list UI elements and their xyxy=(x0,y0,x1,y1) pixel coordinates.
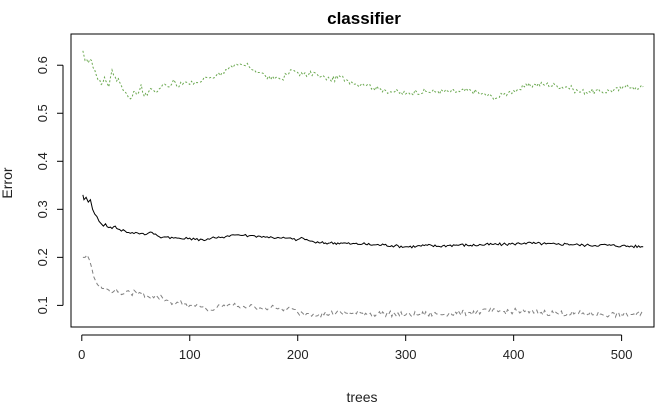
y-axis-label: Error xyxy=(0,167,15,198)
axes: 0 100 200 300 400 500 0.1 0.2 0.3 0.4 0.5 0.6 xyxy=(35,56,632,362)
x-tick-label: 100 xyxy=(179,347,201,362)
y-tick-label: 0.2 xyxy=(35,248,50,266)
series-group xyxy=(82,50,644,319)
y-tick-label: 0.6 xyxy=(35,56,50,74)
series-class1-line xyxy=(82,254,644,319)
series-class2-line xyxy=(82,50,644,101)
y-tick-label: 0.1 xyxy=(35,296,50,314)
x-tick-label: 0 xyxy=(78,347,85,362)
plot-box xyxy=(70,33,655,328)
x-tick-label: 500 xyxy=(611,347,633,362)
chart-title: classifier xyxy=(327,9,401,28)
y-tick-label: 0.4 xyxy=(35,152,50,170)
y-tick-label: 0.3 xyxy=(35,200,50,218)
y-tick-label: 0.5 xyxy=(35,104,50,122)
x-tick-label: 300 xyxy=(395,347,417,362)
x-axis-label: trees xyxy=(346,389,377,405)
x-tick-label: 200 xyxy=(287,347,309,362)
series-oob-line xyxy=(82,194,644,249)
x-tick-label: 400 xyxy=(503,347,525,362)
